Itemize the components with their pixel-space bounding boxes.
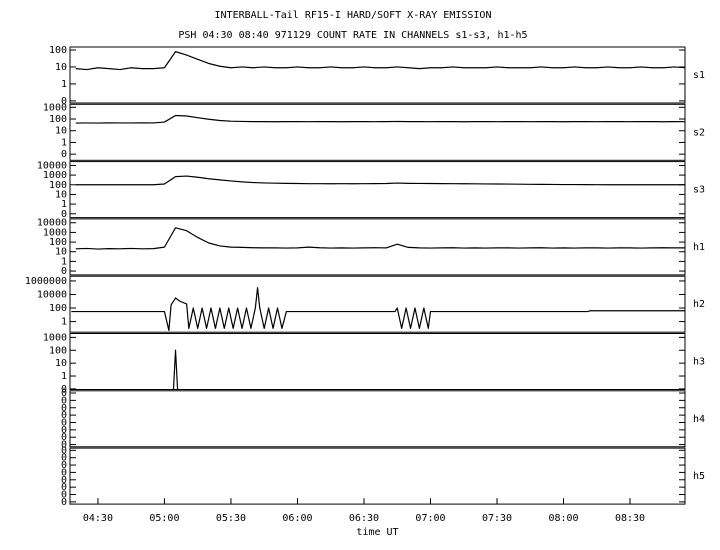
y-tick-label: 10000 — [37, 218, 67, 229]
y-tick-label: 0 — [61, 445, 67, 456]
data-line — [75, 227, 685, 250]
y-tick-label: 1000 — [43, 227, 67, 238]
y-tick-label: 0 — [61, 467, 67, 478]
x-tick-label: 05:30 — [216, 513, 246, 524]
y-tick-label: 0 — [61, 395, 67, 406]
y-tick-label: 0 — [61, 209, 67, 220]
y-tick-label: 1000 — [43, 102, 67, 113]
data-line — [172, 349, 179, 390]
plot-area — [172, 349, 179, 390]
y-tick-label: 0 — [61, 432, 67, 443]
chart-title: INTERBALL-Tail RF15-I HARD/SOFT X-RAY EM… — [215, 10, 492, 21]
y-tick-label: 100 — [49, 180, 67, 191]
panel-frame — [69, 390, 686, 448]
y-tick-label: 0 — [61, 410, 67, 421]
y-tick-label: 100 — [49, 114, 67, 125]
channel-label: h1 — [693, 242, 705, 253]
plot-area — [75, 175, 685, 186]
y-tick-label: 1 — [61, 317, 67, 328]
y-tick-label: 0 — [61, 96, 67, 107]
y-tick-label: 0 — [61, 384, 67, 395]
y-tick-label: 1 — [61, 371, 67, 382]
y-tick-label: 0 — [61, 460, 67, 471]
plot-area — [75, 114, 685, 124]
y-tick-label: 10 — [55, 358, 67, 369]
x-tick-label: 07:00 — [415, 513, 445, 524]
y-tick-label: 10000 — [37, 289, 67, 300]
x-tick-label: 05:00 — [149, 513, 179, 524]
x-tick-label: 08:30 — [615, 513, 645, 524]
data-line — [75, 175, 685, 186]
panel-frame — [69, 218, 686, 276]
y-tick-label: 10 — [55, 189, 67, 200]
x-tick-label: 07:30 — [482, 513, 512, 524]
panel-frame — [69, 161, 686, 219]
y-tick-label: 1 — [61, 79, 67, 90]
y-tick-label: 1000 — [43, 332, 67, 343]
x-tick-label: 06:30 — [349, 513, 379, 524]
channel-label: h5 — [693, 471, 705, 482]
y-tick-label: 0 — [61, 425, 67, 436]
panel-frame — [69, 447, 686, 505]
y-tick-label: 1000000 — [25, 276, 67, 287]
chart-subtitle: PSH 04:30 08:40 971129 COUNT RATE IN CHA… — [178, 30, 527, 41]
data-line — [71, 287, 685, 331]
y-tick-label: 1 — [61, 137, 67, 148]
y-tick-label: 0 — [61, 417, 67, 428]
y-tick-label: 0 — [61, 388, 67, 399]
data-line — [75, 51, 685, 71]
y-tick-label: 100 — [49, 345, 67, 356]
panel-frame — [69, 333, 686, 390]
y-tick-label: 0 — [61, 266, 67, 277]
y-tick-label: 0 — [61, 453, 67, 464]
plot-area — [75, 227, 685, 250]
x-tick-label: 08:00 — [548, 513, 578, 524]
data-line — [75, 114, 685, 124]
x-tick-label: 04:30 — [83, 513, 113, 524]
y-tick-label: 100 — [49, 45, 67, 56]
panel-frame — [69, 46, 686, 104]
y-tick-label: 0 — [61, 403, 67, 414]
channel-label: h3 — [693, 357, 705, 368]
channel-label: s1 — [693, 70, 705, 81]
y-tick-label: 0 — [61, 497, 67, 508]
plot-area — [75, 51, 685, 71]
y-tick-label: 0 — [61, 490, 67, 501]
y-tick-label: 0 — [61, 482, 67, 493]
channel-label: h4 — [693, 414, 705, 425]
panel-frame — [69, 275, 686, 333]
y-tick-label: 10000 — [37, 160, 67, 171]
channel-label: s2 — [693, 127, 705, 138]
y-tick-label: 100 — [49, 303, 67, 314]
y-tick-label: 0 — [61, 440, 67, 451]
y-tick-label: 10 — [55, 62, 67, 73]
y-tick-label: 0 — [61, 475, 67, 486]
plot-area — [71, 287, 685, 331]
y-tick-label: 1 — [61, 256, 67, 267]
y-tick-label: 1000 — [43, 170, 67, 181]
x-tick-label: 06:00 — [282, 513, 312, 524]
y-tick-label: 0 — [61, 149, 67, 160]
panel-frame — [69, 103, 686, 161]
y-tick-label: 100 — [49, 237, 67, 248]
x-axis-label: time UT — [356, 527, 398, 538]
y-tick-label: 10 — [55, 247, 67, 258]
channel-label: s3 — [693, 185, 705, 196]
y-tick-label: 10 — [55, 126, 67, 137]
y-tick-label: 1 — [61, 199, 67, 210]
channel-label: h2 — [693, 299, 705, 310]
